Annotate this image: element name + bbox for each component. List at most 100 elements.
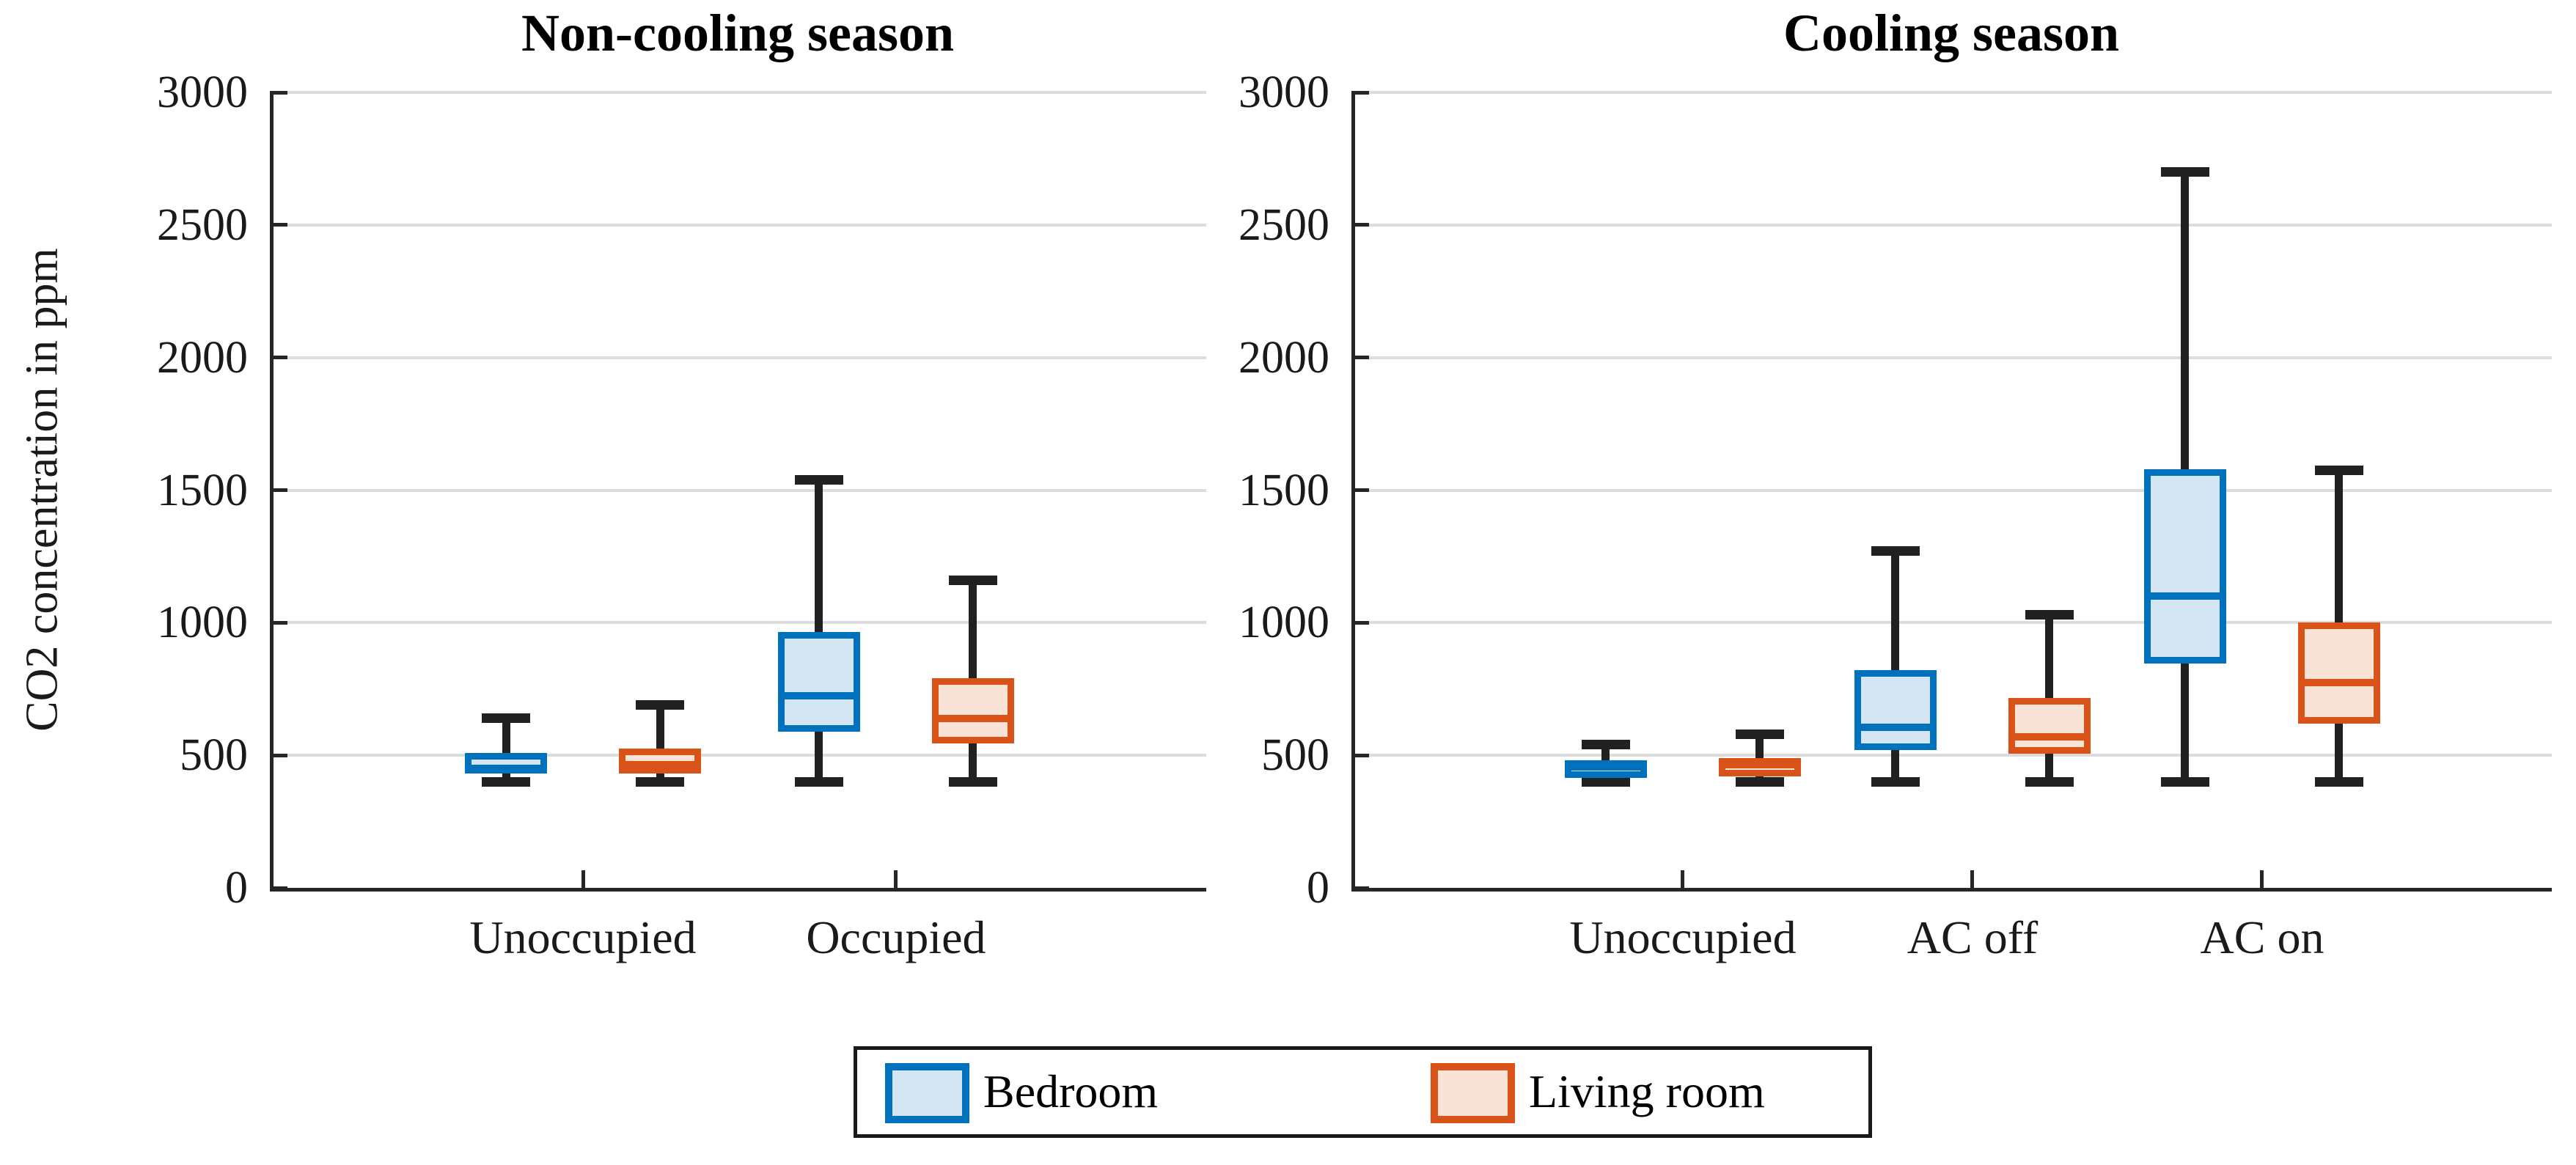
- legend-label-bedroom: Bedroom: [983, 1065, 1159, 1117]
- y-axis-title: CO2 concentration in ppm: [17, 248, 67, 732]
- y-tick-label-500: 500: [1261, 730, 1329, 781]
- legend-swatch-bedroom: [885, 1063, 969, 1123]
- box-living-room-ac-off: [2008, 698, 2091, 754]
- whisker-cap-low-living-room-unoccupied: [1735, 776, 1784, 787]
- whisker-cap-low-bedroom-unoccupied: [1581, 776, 1630, 787]
- x-tick-label-ac-on: AC on: [2200, 911, 2324, 963]
- y-axis-line: [270, 92, 274, 892]
- whisker-living-room-unoccupied: [656, 705, 664, 782]
- whisker-bedroom-unoccupied: [502, 718, 510, 782]
- y-tick-label-1000: 1000: [1239, 598, 1329, 648]
- x-tick-ac-on: [2260, 870, 2264, 888]
- gridline-1000: [270, 621, 1206, 625]
- gridline-1000: [1351, 621, 2552, 625]
- median-bedroom-ac-off: [1860, 724, 1930, 732]
- y-tick-label-2000: 2000: [157, 332, 248, 383]
- median-living-room-ac-off: [2014, 732, 2084, 740]
- x-tick-label-occupied: Occupied: [806, 911, 986, 963]
- whisker-cap-low-bedroom-ac-on: [2160, 776, 2209, 787]
- median-living-room-unoccupied: [1725, 760, 1794, 768]
- x-tick-label-unoccupied: Unoccupied: [469, 911, 697, 963]
- y-axis-line: [1351, 92, 1355, 892]
- whisker-cap-high-bedroom-unoccupied: [1581, 740, 1630, 750]
- y-tick-3000: [270, 90, 287, 95]
- gridline-2000: [270, 356, 1206, 359]
- whisker-cap-high-living-room-unoccupied: [1735, 729, 1784, 739]
- whisker-cap-high-living-room-ac-on: [2314, 465, 2363, 475]
- whisker-living-room-ac-off: [2045, 614, 2054, 782]
- box-bedroom-ac-on: [2143, 468, 2226, 664]
- y-tick-label-2000: 2000: [1239, 332, 1329, 383]
- gridline-2000: [1351, 356, 2552, 359]
- gridline-500: [270, 754, 1206, 757]
- y-tick-label-1000: 1000: [157, 598, 248, 648]
- whisker-bedroom-ac-off: [1891, 551, 1900, 782]
- whisker-cap-high-bedroom-ac-off: [1871, 546, 1920, 556]
- median-living-room-occupied: [938, 714, 1008, 722]
- y-tick-1500: [1351, 488, 1369, 492]
- x-tick-label-ac-off: AC off: [1907, 911, 2039, 963]
- x-tick-occupied: [894, 870, 898, 888]
- box-living-room-occupied: [931, 678, 1014, 743]
- box-bedroom-ac-off: [1854, 670, 1937, 750]
- median-living-room-unoccupied: [625, 760, 695, 768]
- median-living-room-ac-on: [2304, 678, 2374, 686]
- x-tick-ac-off: [1970, 870, 1975, 888]
- box-bedroom-occupied: [777, 631, 860, 732]
- y-tick-label-1500: 1500: [1239, 465, 1329, 515]
- y-tick-label-1500: 1500: [157, 465, 248, 515]
- legend-swatch-living-room: [1431, 1063, 1515, 1123]
- y-tick-2000: [1351, 356, 1369, 360]
- y-tick-label-3000: 3000: [1239, 67, 1329, 117]
- gridline-3000: [1351, 91, 2552, 94]
- gridline-2500: [270, 223, 1206, 227]
- whisker-cap-high-bedroom-occupied: [794, 474, 843, 485]
- whisker-cap-low-living-room-occupied: [948, 776, 997, 787]
- median-bedroom-unoccupied: [471, 765, 541, 773]
- x-axis-line: [1351, 888, 2552, 892]
- whisker-cap-low-living-room-ac-off: [2025, 776, 2074, 787]
- x-tick-label-unoccupied: Unoccupied: [1569, 911, 1797, 963]
- legend: Bedroom Living room: [854, 1046, 1872, 1138]
- y-tick-2500: [270, 223, 287, 227]
- whisker-cap-low-living-room-ac-on: [2314, 776, 2363, 787]
- y-tick-500: [1351, 753, 1369, 757]
- panel-title-non-cooling: Non-cooling season: [521, 4, 955, 62]
- y-tick-label-0: 0: [1307, 863, 1329, 913]
- gridline-1500: [270, 488, 1206, 492]
- whisker-cap-high-living-room-occupied: [948, 575, 997, 585]
- median-bedroom-unoccupied: [1571, 763, 1640, 771]
- whisker-bedroom-occupied: [815, 479, 823, 782]
- y-tick-1500: [270, 488, 287, 492]
- y-tick-label-0: 0: [225, 863, 248, 913]
- whisker-cap-high-bedroom-ac-on: [2160, 167, 2209, 177]
- y-tick-label-2500: 2500: [1239, 199, 1329, 250]
- y-tick-2500: [1351, 223, 1369, 227]
- whisker-cap-high-living-room-unoccupied: [636, 699, 685, 710]
- whisker-cap-low-bedroom-occupied: [794, 776, 843, 787]
- whisker-cap-low-living-room-unoccupied: [636, 776, 685, 787]
- y-tick-3000: [1351, 90, 1369, 95]
- y-tick-label-3000: 3000: [157, 67, 248, 117]
- y-tick-1000: [1351, 620, 1369, 625]
- median-bedroom-ac-on: [2150, 592, 2220, 600]
- whisker-cap-low-bedroom-ac-off: [1871, 776, 1920, 787]
- gridline-1500: [1351, 488, 2552, 492]
- y-tick-1000: [270, 620, 287, 625]
- whisker-living-room-unoccupied: [1755, 734, 1764, 782]
- y-tick-500: [270, 753, 287, 757]
- x-axis-line: [270, 888, 1206, 892]
- y-tick-label-500: 500: [180, 730, 248, 781]
- median-bedroom-occupied: [784, 691, 854, 699]
- whisker-cap-low-bedroom-unoccupied: [482, 776, 531, 787]
- y-tick-2000: [270, 356, 287, 360]
- gridline-500: [1351, 754, 2552, 757]
- legend-label-living-room: Living room: [1529, 1065, 1765, 1117]
- y-tick-label-2500: 2500: [157, 199, 248, 250]
- x-tick-unoccupied: [1681, 870, 1685, 888]
- panel-title-cooling: Cooling season: [1783, 4, 2120, 62]
- whisker-cap-high-bedroom-unoccupied: [482, 713, 531, 724]
- whisker-cap-high-living-room-ac-off: [2025, 609, 2074, 620]
- gridline-3000: [270, 91, 1206, 94]
